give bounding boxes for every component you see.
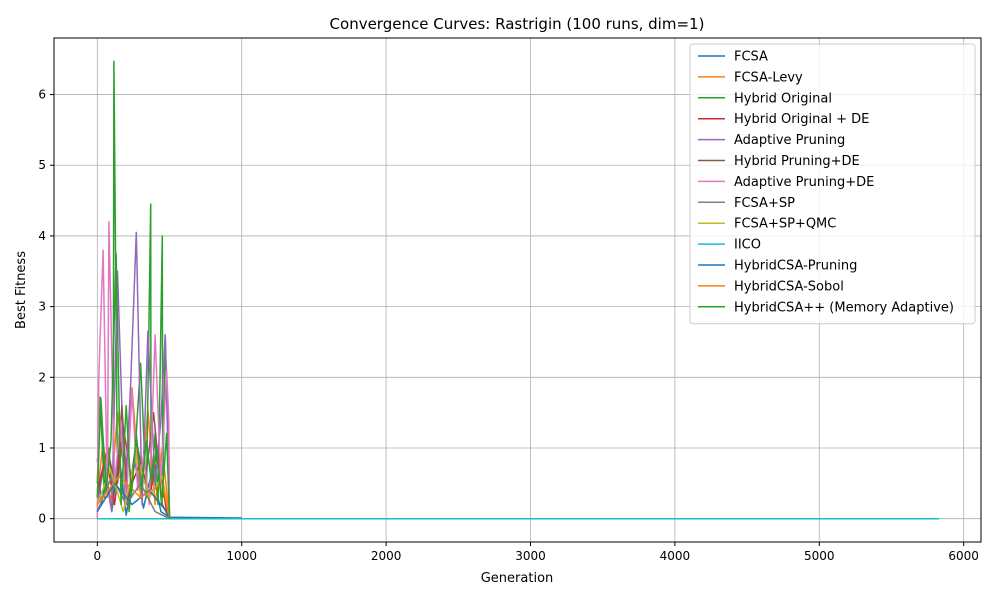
series-line-2 [96,60,171,519]
legend-label: Hybrid Pruning+DE [734,154,860,169]
legend-label: FCSA-Levy [734,70,803,85]
y-tick-label: 4 [38,229,46,243]
legend-label: FCSA+SP [734,196,795,211]
legend-label: HybridCSA-Pruning [734,259,857,274]
legend-label: FCSA [734,50,768,65]
x-tick-label: 3000 [515,549,546,563]
legend-label: Adaptive Pruning+DE [734,175,874,190]
series-line-7 [96,475,170,520]
y-tick-label: 0 [38,512,46,526]
legend-label: IICO [734,238,761,253]
y-tick-label: 3 [38,300,46,314]
x-tick-label: 5000 [804,549,835,563]
legend-label: Adaptive Pruning [734,133,845,148]
series-line-12 [96,252,171,519]
legend-label: FCSA+SP+QMC [734,217,836,232]
x-tick-label: 6000 [948,549,979,563]
x-tick-label: 4000 [660,549,691,563]
x-axis-label: Generation [481,571,554,586]
y-tick-label: 2 [38,370,46,384]
x-tick-label: 0 [93,549,101,563]
x-tick-label: 2000 [371,549,402,563]
chart-title: Convergence Curves: Rastrigin (100 runs,… [330,15,705,33]
y-axis-label: Best Fitness [14,251,29,329]
legend-frame [689,43,976,325]
legend-label: Hybrid Original + DE [734,112,869,127]
y-tick-label: 1 [38,441,46,455]
series-line-6 [96,221,171,519]
series-line-4 [96,231,171,519]
y-tick-label: 5 [38,158,46,172]
x-tick-label: 1000 [226,549,257,563]
plot-frame [53,37,982,543]
y-tick-label: 6 [38,88,46,102]
legend-label: HybridCSA-Sobol [734,279,844,294]
series-line-11 [96,475,171,519]
axis-ticks: 0 1000 2000 3000 4000 5000 6000 0 1 2 3 4 5 6 [38,88,979,563]
series-line-8 [96,454,171,519]
series-lines [96,60,940,520]
legend-label: Hybrid Original [734,91,832,106]
legend: FCSA FCSA-Levy Hybrid Original Hybrid Origi… [689,43,976,325]
legend-label: HybridCSA++ (Memory Adaptive) [734,300,954,315]
